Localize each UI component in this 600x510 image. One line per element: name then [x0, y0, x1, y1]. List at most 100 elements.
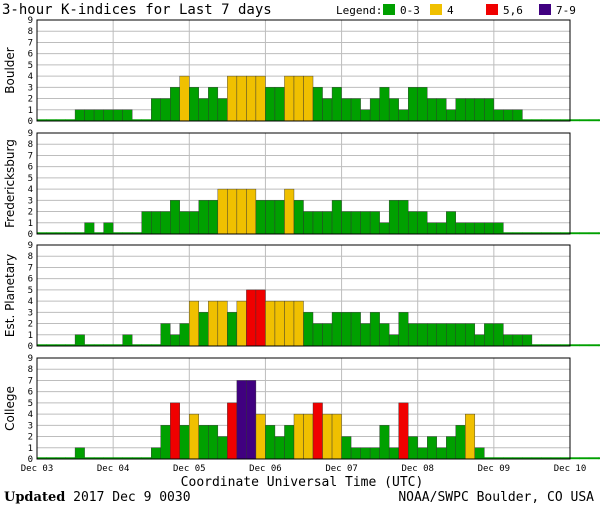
plot-frame [36, 19, 571, 122]
k-index-bar [350, 447, 361, 460]
k-index-bar [331, 413, 342, 460]
k-index-bar [274, 200, 285, 235]
k-index-bar [369, 211, 380, 235]
y-tick-label: 1 [28, 106, 33, 116]
k-index-bar [284, 425, 295, 460]
k-index-bar [170, 402, 180, 460]
k-index-bar [379, 323, 390, 347]
k-index-bar [484, 98, 495, 122]
k-index-bar [465, 413, 476, 460]
k-index-bar [312, 211, 323, 235]
panel-title: Fredericksburg [3, 139, 17, 228]
y-tick-label: 9 [28, 241, 33, 251]
legend-entry-label: 7-9 [556, 4, 576, 17]
k-index-bar [446, 436, 456, 460]
k-index-bar [598, 119, 600, 122]
y-tick-label: 4 [28, 185, 33, 195]
k-index-bar [350, 98, 361, 122]
k-index-bar [369, 312, 380, 347]
k-index-bar [503, 109, 514, 122]
k-index-bar [74, 447, 85, 460]
k-index-bar [569, 344, 580, 347]
k-index-bar [246, 188, 257, 235]
k-index-bar [360, 447, 371, 460]
k-index-bar [427, 98, 437, 122]
k-index-bar [588, 457, 599, 460]
k-index-bar [388, 200, 399, 235]
k-index-bar [122, 109, 133, 122]
k-index-bar [170, 87, 180, 122]
k-index-bar [246, 75, 257, 122]
k-index-bar [503, 334, 514, 347]
k-index-bar [350, 312, 361, 347]
k-index-bar [265, 200, 276, 235]
k-index-bar [369, 98, 380, 122]
panel-title: College [3, 386, 17, 431]
k-index-bar [379, 222, 390, 235]
k-index-bar [217, 436, 228, 460]
k-index-bar [179, 425, 190, 460]
k-index-bar [93, 109, 104, 122]
k-index-bar [189, 413, 200, 460]
k-index-bar [331, 200, 342, 235]
k-index-bar [312, 87, 323, 122]
k-index-bar [198, 200, 209, 235]
y-tick-label: 5 [28, 174, 33, 184]
k-index-bar [569, 232, 580, 235]
y-tick-label: 2 [28, 95, 33, 105]
k-index-bar [360, 211, 371, 235]
credit-text: NOAA/SWPC Boulder, CO USA [398, 490, 594, 505]
y-tick-label: 7 [28, 263, 33, 273]
k-index-bar [341, 211, 352, 235]
updated-timestamp: Updated 2017 Dec 9 0030 [4, 490, 191, 505]
k-index-bar [322, 98, 333, 122]
k-index-bar [455, 425, 466, 460]
k-index-bar [512, 109, 523, 122]
legend-entry-label: 0-3 [400, 4, 420, 17]
k-index-bar [198, 98, 209, 122]
y-tick-label: 9 [28, 129, 33, 139]
legend-swatch [430, 4, 442, 15]
k-index-bar [588, 232, 599, 235]
k-index-bar [379, 425, 390, 460]
k-index-bar [265, 87, 276, 122]
k-index-bar [341, 98, 352, 122]
panel-title: Est. Planetary [3, 254, 17, 337]
k-index-bar [236, 380, 247, 460]
k-index-bar [331, 312, 342, 347]
y-tick-label: 8 [28, 27, 33, 37]
k-index-bar [455, 323, 466, 347]
k-index-bar [484, 222, 495, 235]
k-index-bar [151, 211, 161, 235]
plot-frame [36, 357, 571, 460]
y-tick-label: 8 [28, 365, 33, 375]
k-index-bar [522, 334, 533, 347]
y-tick-label: 0 [28, 117, 33, 127]
k-index-bar [284, 300, 295, 347]
y-tick-label: 0 [28, 455, 33, 465]
x-tick-label: Dec 03 [21, 464, 54, 474]
legend-label: Legend: [336, 4, 382, 17]
k-index-bar [227, 402, 238, 460]
k-index-bar [436, 447, 447, 460]
k-index-bar [484, 323, 495, 347]
y-tick-label: 4 [28, 297, 33, 307]
k-index-bar [446, 109, 456, 122]
k-index-bar [274, 87, 285, 122]
k-index-bar [465, 222, 476, 235]
k-index-bar [160, 211, 171, 235]
y-tick-label: 7 [28, 376, 33, 386]
k-index-bar [474, 98, 485, 122]
k-index-bar [598, 232, 600, 235]
k-index-bar [151, 98, 161, 122]
k-index-bar [512, 334, 523, 347]
legend: Legend: 0-3 4 5,6 7-9 [336, 4, 576, 17]
y-tick-label: 6 [28, 50, 33, 60]
x-tick-label: Dec 10 [554, 464, 587, 474]
y-tick-label: 3 [28, 308, 33, 318]
legend-swatch [539, 4, 551, 15]
k-index-bar [312, 323, 323, 347]
k-index-bar [160, 425, 171, 460]
k-index-bar [417, 323, 428, 347]
